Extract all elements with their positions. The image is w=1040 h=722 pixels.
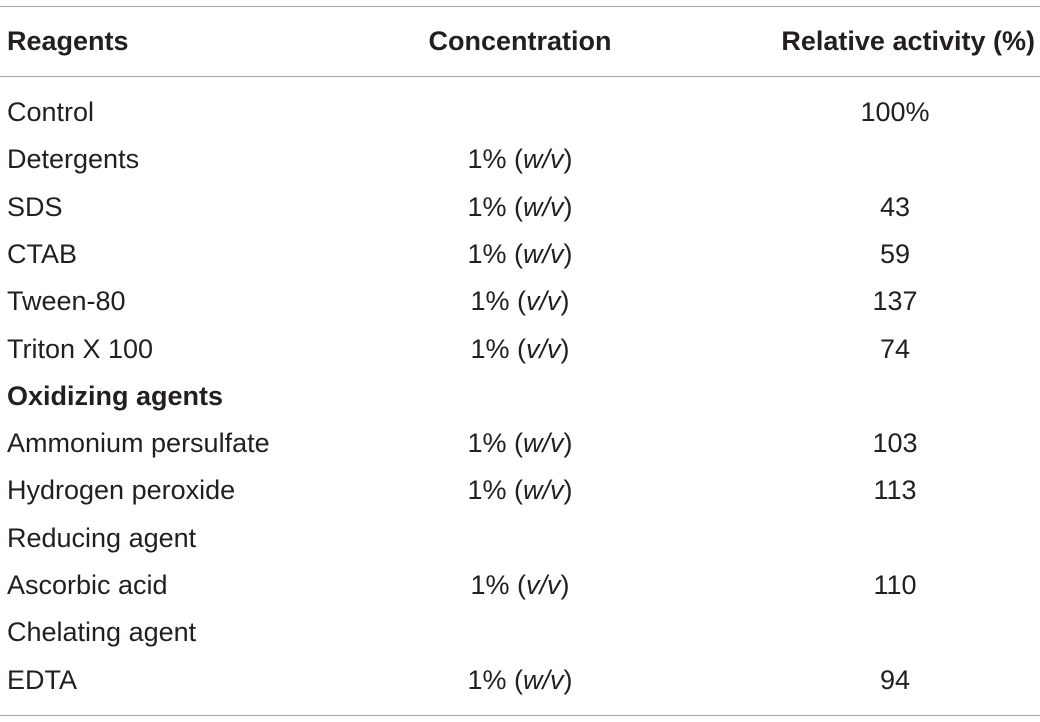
cell-reagent: Chelating agent xyxy=(7,617,197,647)
cell-concentration: 1% (w/v) xyxy=(385,664,655,696)
concentration-value: 1% ( xyxy=(470,286,526,316)
cell-reagent: Detergents xyxy=(7,144,140,174)
cell-reagent: Oxidizing agents xyxy=(7,381,224,411)
cell-reagent: Tween-80 xyxy=(7,286,126,316)
cell-relative-activity: 94 xyxy=(879,665,911,695)
cell-relative-activity: 59 xyxy=(879,239,911,269)
concentration-close-paren: ) xyxy=(560,570,570,600)
cell-relative-activity: 113 xyxy=(873,475,917,505)
cell-concentration: 1% (w/v) xyxy=(385,143,655,175)
cell-reagent: Reducing agent xyxy=(7,523,197,553)
concentration-value: 1% ( xyxy=(467,428,524,458)
concentration-value: 1% ( xyxy=(470,334,526,364)
concentration-unit: w/v xyxy=(523,192,564,222)
cell-relative-activity: 103 xyxy=(872,428,918,458)
concentration-unit: v/v xyxy=(526,286,561,316)
cell-reagent: Control xyxy=(7,97,95,127)
concentration-close-paren: ) xyxy=(563,192,573,222)
cell-concentration: 1% (v/v) xyxy=(385,285,655,317)
concentration-unit: w/v xyxy=(523,144,564,174)
concentration-close-paren: ) xyxy=(563,144,573,174)
cell-concentration: 1% (w/v) xyxy=(385,474,655,506)
cell-relative-activity: 74 xyxy=(879,334,911,364)
concentration-unit: w/v xyxy=(523,428,564,458)
cell-concentration: 1% (v/v) xyxy=(385,569,655,601)
concentration-close-paren: ) xyxy=(560,286,570,316)
concentration-close-paren: ) xyxy=(560,334,570,364)
table-top-rule xyxy=(0,6,1040,7)
concentration-unit: v/v xyxy=(526,570,561,600)
concentration-value: 1% ( xyxy=(467,144,524,174)
cell-reagent: Ascorbic acid xyxy=(7,570,168,600)
concentration-value: 1% ( xyxy=(467,665,524,695)
cell-reagent: Ammonium persulfate xyxy=(7,428,270,458)
header-concentration: Concentration xyxy=(428,26,612,56)
cell-relative-activity: 110 xyxy=(873,570,917,600)
cell-reagent: CTAB xyxy=(7,239,78,269)
concentration-close-paren: ) xyxy=(563,428,573,458)
header-reagents: Reagents xyxy=(7,26,129,56)
concentration-value: 1% ( xyxy=(467,192,524,222)
concentration-value: 1% ( xyxy=(470,570,526,600)
cell-concentration: 1% (w/v) xyxy=(385,238,655,270)
concentration-value: 1% ( xyxy=(467,239,524,269)
cell-reagent: SDS xyxy=(7,192,63,222)
cell-reagent: Triton X 100 xyxy=(7,334,154,364)
concentration-close-paren: ) xyxy=(563,475,573,505)
table-header-rule xyxy=(0,76,1040,77)
cell-reagent: Hydrogen peroxide xyxy=(7,475,236,505)
concentration-close-paren: ) xyxy=(563,665,573,695)
cell-relative-activity: 100% xyxy=(860,97,930,127)
cell-reagent: EDTA xyxy=(7,665,78,695)
cell-relative-activity: 137 xyxy=(872,286,918,316)
cell-relative-activity: 43 xyxy=(879,192,911,222)
concentration-unit: v/v xyxy=(526,334,561,364)
concentration-value: 1% ( xyxy=(467,475,524,505)
concentration-unit: w/v xyxy=(523,665,564,695)
concentration-unit: w/v xyxy=(523,239,564,269)
concentration-unit: w/v xyxy=(523,475,564,505)
cell-concentration: 1% (w/v) xyxy=(385,427,655,459)
header-relative-activity: Relative activity (%) xyxy=(781,26,1035,56)
table-bottom-rule xyxy=(0,715,1040,716)
concentration-close-paren: ) xyxy=(563,239,573,269)
cell-concentration: 1% (v/v) xyxy=(385,333,655,365)
cell-concentration: 1% (w/v) xyxy=(385,191,655,223)
